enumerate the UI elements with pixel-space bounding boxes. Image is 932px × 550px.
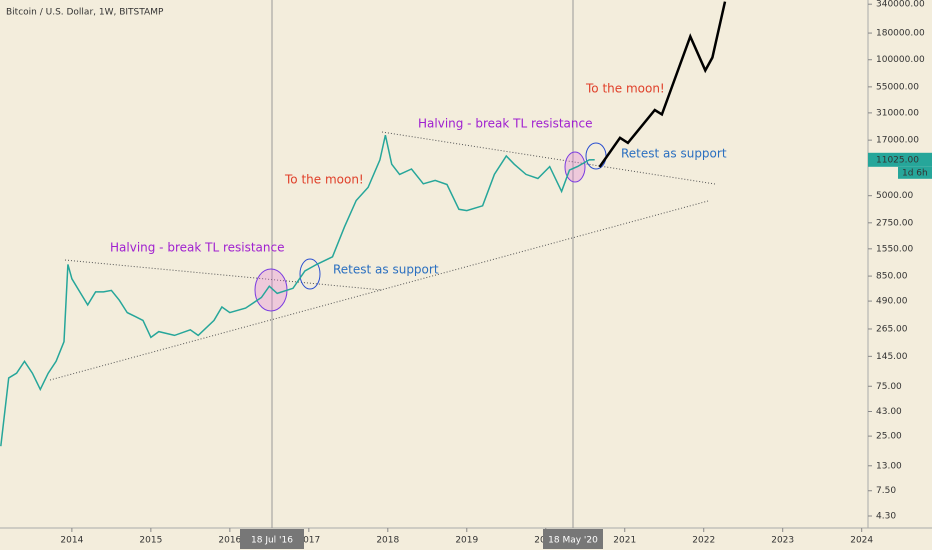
y-tick-label: 145.00 — [876, 352, 908, 362]
x-tick-label: 2019 — [455, 536, 478, 546]
price-label: 11025.00 — [876, 155, 919, 165]
annotation: Halving - break TL resistance — [110, 241, 284, 255]
resistance-trendline — [64, 259, 383, 291]
x-tick-label: 2022 — [692, 536, 715, 546]
x-tick-label: 2014 — [60, 536, 83, 546]
y-tick-label: 340000.00 — [876, 0, 925, 10]
y-tick-label: 490.00 — [876, 297, 908, 307]
y-tick-label: 43.00 — [876, 407, 902, 417]
event-label-text: 18 May '20 — [548, 536, 598, 546]
x-tick-label: 2017 — [297, 536, 320, 546]
annotation: Halving - break TL resistance — [418, 117, 592, 131]
y-tick-label: 75.00 — [876, 382, 902, 392]
annotation: To the moon! — [284, 173, 364, 187]
chart-title: Bitcoin / U.S. Dollar, 1W, BITSTAMP — [6, 8, 164, 18]
event-label-text: 18 Jul '16 — [251, 536, 293, 546]
event-label-bg — [543, 529, 603, 549]
price-line — [0, 134, 595, 447]
x-tick-label: 2023 — [771, 536, 794, 546]
x-tick-label: 2021 — [613, 536, 636, 546]
y-tick-label: 265.00 — [876, 324, 908, 334]
y-tick-label: 7.50 — [876, 486, 896, 496]
price-label-bg — [868, 152, 932, 167]
y-tick-label: 1550.00 — [876, 244, 913, 254]
event-label: 18 Jul '16 — [240, 529, 304, 549]
countdown-label: 1d 6h — [902, 168, 928, 178]
countdown-bg — [898, 166, 932, 179]
x-tick-label: 2016 — [218, 536, 241, 546]
annotation: To the moon! — [585, 82, 665, 96]
highlight-circle — [254, 268, 288, 312]
x-tick-label: 2018 — [376, 536, 399, 546]
y-tick-label: 100000.00 — [876, 55, 925, 65]
highlight-circle — [299, 258, 321, 290]
y-tick-label: 31000.00 — [876, 108, 919, 118]
event-label: 18 May '20 — [543, 529, 603, 549]
y-tick-label: 850.00 — [876, 272, 908, 282]
y-tick-label: 13.00 — [876, 461, 902, 471]
resistance-trendline — [381, 131, 716, 185]
projection-line — [598, 1, 727, 168]
y-tick-label: 55000.00 — [876, 82, 919, 92]
y-tick-label: 2750.00 — [876, 218, 913, 228]
y-tick-label: 180000.00 — [876, 29, 925, 39]
y-tick-label: 17000.00 — [876, 136, 919, 146]
x-tick-label: 2015 — [139, 536, 162, 546]
y-tick-label: 4.30 — [876, 511, 896, 521]
event-label-bg — [240, 529, 304, 549]
trend-lines — [49, 131, 716, 381]
y-tick-label: 5000.00 — [876, 191, 913, 201]
annotation: Retest as support — [621, 147, 727, 161]
x-tick-label: 2024 — [850, 536, 873, 546]
annotation: Retest as support — [333, 263, 439, 277]
y-tick-label: 25.00 — [876, 432, 902, 442]
